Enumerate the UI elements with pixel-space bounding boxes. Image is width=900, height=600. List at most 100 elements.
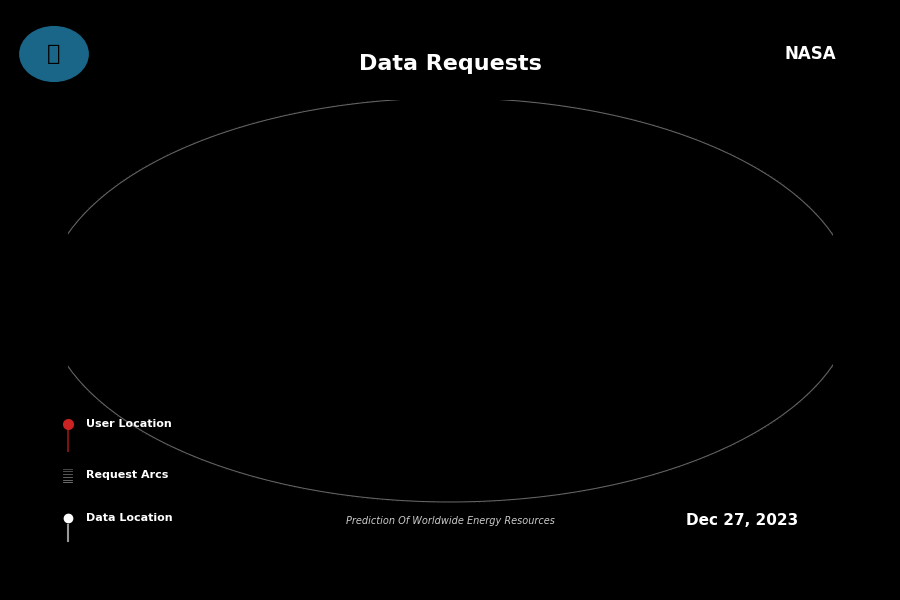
Polygon shape bbox=[851, 325, 900, 370]
Polygon shape bbox=[854, 308, 900, 325]
Polygon shape bbox=[525, 0, 650, 101]
Polygon shape bbox=[0, 0, 254, 124]
Polygon shape bbox=[0, 0, 150, 166]
Polygon shape bbox=[723, 0, 900, 152]
Polygon shape bbox=[122, 491, 323, 600]
Polygon shape bbox=[731, 0, 900, 155]
Polygon shape bbox=[410, 266, 544, 379]
Polygon shape bbox=[0, 252, 47, 283]
Polygon shape bbox=[608, 0, 856, 115]
Polygon shape bbox=[0, 278, 45, 293]
Polygon shape bbox=[0, 397, 96, 547]
Polygon shape bbox=[383, 502, 428, 600]
Polygon shape bbox=[220, 497, 363, 600]
Polygon shape bbox=[0, 0, 143, 170]
Polygon shape bbox=[39, 0, 290, 115]
Polygon shape bbox=[459, 0, 485, 98]
Polygon shape bbox=[851, 323, 900, 364]
Polygon shape bbox=[0, 367, 69, 472]
Polygon shape bbox=[0, 0, 130, 178]
Polygon shape bbox=[635, 479, 900, 600]
Polygon shape bbox=[0, 424, 133, 600]
Polygon shape bbox=[774, 0, 900, 181]
Polygon shape bbox=[761, 427, 900, 600]
Polygon shape bbox=[0, 0, 164, 158]
Bar bbox=[832, 97, 900, 503]
Polygon shape bbox=[0, 322, 48, 361]
Polygon shape bbox=[0, 478, 263, 600]
Polygon shape bbox=[194, 0, 353, 104]
Polygon shape bbox=[97, 0, 314, 110]
Polygon shape bbox=[846, 193, 900, 259]
Polygon shape bbox=[584, 490, 796, 600]
Polygon shape bbox=[800, 400, 900, 556]
Polygon shape bbox=[0, 0, 127, 180]
Polygon shape bbox=[396, 0, 434, 98]
Polygon shape bbox=[0, 134, 68, 236]
Polygon shape bbox=[74, 0, 304, 112]
Polygon shape bbox=[849, 333, 900, 389]
Polygon shape bbox=[589, 490, 808, 600]
Polygon shape bbox=[854, 275, 900, 292]
Polygon shape bbox=[0, 98, 78, 222]
Polygon shape bbox=[232, 498, 368, 600]
Polygon shape bbox=[0, 87, 83, 217]
Polygon shape bbox=[0, 0, 240, 128]
Polygon shape bbox=[0, 221, 50, 271]
Polygon shape bbox=[0, 392, 92, 536]
Polygon shape bbox=[86, 489, 309, 600]
Polygon shape bbox=[579, 491, 785, 600]
Polygon shape bbox=[712, 0, 900, 147]
Polygon shape bbox=[505, 0, 599, 100]
Polygon shape bbox=[853, 315, 900, 344]
Polygon shape bbox=[97, 490, 314, 600]
Polygon shape bbox=[183, 0, 347, 105]
Polygon shape bbox=[832, 131, 900, 235]
Polygon shape bbox=[0, 371, 73, 484]
Polygon shape bbox=[0, 401, 102, 558]
Polygon shape bbox=[474, 502, 523, 600]
Text: NASA: NASA bbox=[784, 45, 836, 63]
Polygon shape bbox=[843, 180, 900, 254]
Polygon shape bbox=[146, 0, 333, 107]
Polygon shape bbox=[0, 414, 118, 590]
Polygon shape bbox=[0, 422, 130, 600]
Polygon shape bbox=[170, 494, 343, 600]
Polygon shape bbox=[0, 183, 56, 256]
Polygon shape bbox=[0, 177, 57, 253]
Polygon shape bbox=[666, 0, 900, 130]
Polygon shape bbox=[851, 230, 900, 275]
Polygon shape bbox=[778, 417, 900, 598]
Polygon shape bbox=[666, 470, 900, 600]
Polygon shape bbox=[0, 0, 206, 140]
Polygon shape bbox=[675, 0, 900, 133]
Polygon shape bbox=[0, 324, 49, 367]
Polygon shape bbox=[0, 447, 176, 600]
Polygon shape bbox=[855, 293, 900, 300]
Polygon shape bbox=[0, 436, 153, 600]
Polygon shape bbox=[699, 458, 900, 600]
Polygon shape bbox=[68, 142, 315, 244]
Polygon shape bbox=[454, 502, 473, 600]
Polygon shape bbox=[0, 196, 54, 261]
Polygon shape bbox=[774, 419, 900, 600]
Polygon shape bbox=[850, 224, 900, 272]
Polygon shape bbox=[830, 125, 900, 232]
Polygon shape bbox=[854, 268, 900, 290]
Polygon shape bbox=[727, 0, 900, 154]
Bar bbox=[0, 503, 900, 600]
Polygon shape bbox=[0, 158, 61, 246]
Polygon shape bbox=[4, 0, 276, 118]
Polygon shape bbox=[509, 0, 612, 100]
Polygon shape bbox=[396, 502, 434, 600]
Polygon shape bbox=[837, 358, 900, 451]
Polygon shape bbox=[853, 249, 900, 282]
Polygon shape bbox=[421, 0, 444, 98]
Polygon shape bbox=[0, 407, 110, 574]
Polygon shape bbox=[852, 320, 900, 357]
Polygon shape bbox=[469, 502, 510, 600]
Polygon shape bbox=[712, 453, 900, 600]
Polygon shape bbox=[0, 301, 45, 310]
Polygon shape bbox=[183, 495, 347, 600]
Polygon shape bbox=[626, 481, 900, 600]
